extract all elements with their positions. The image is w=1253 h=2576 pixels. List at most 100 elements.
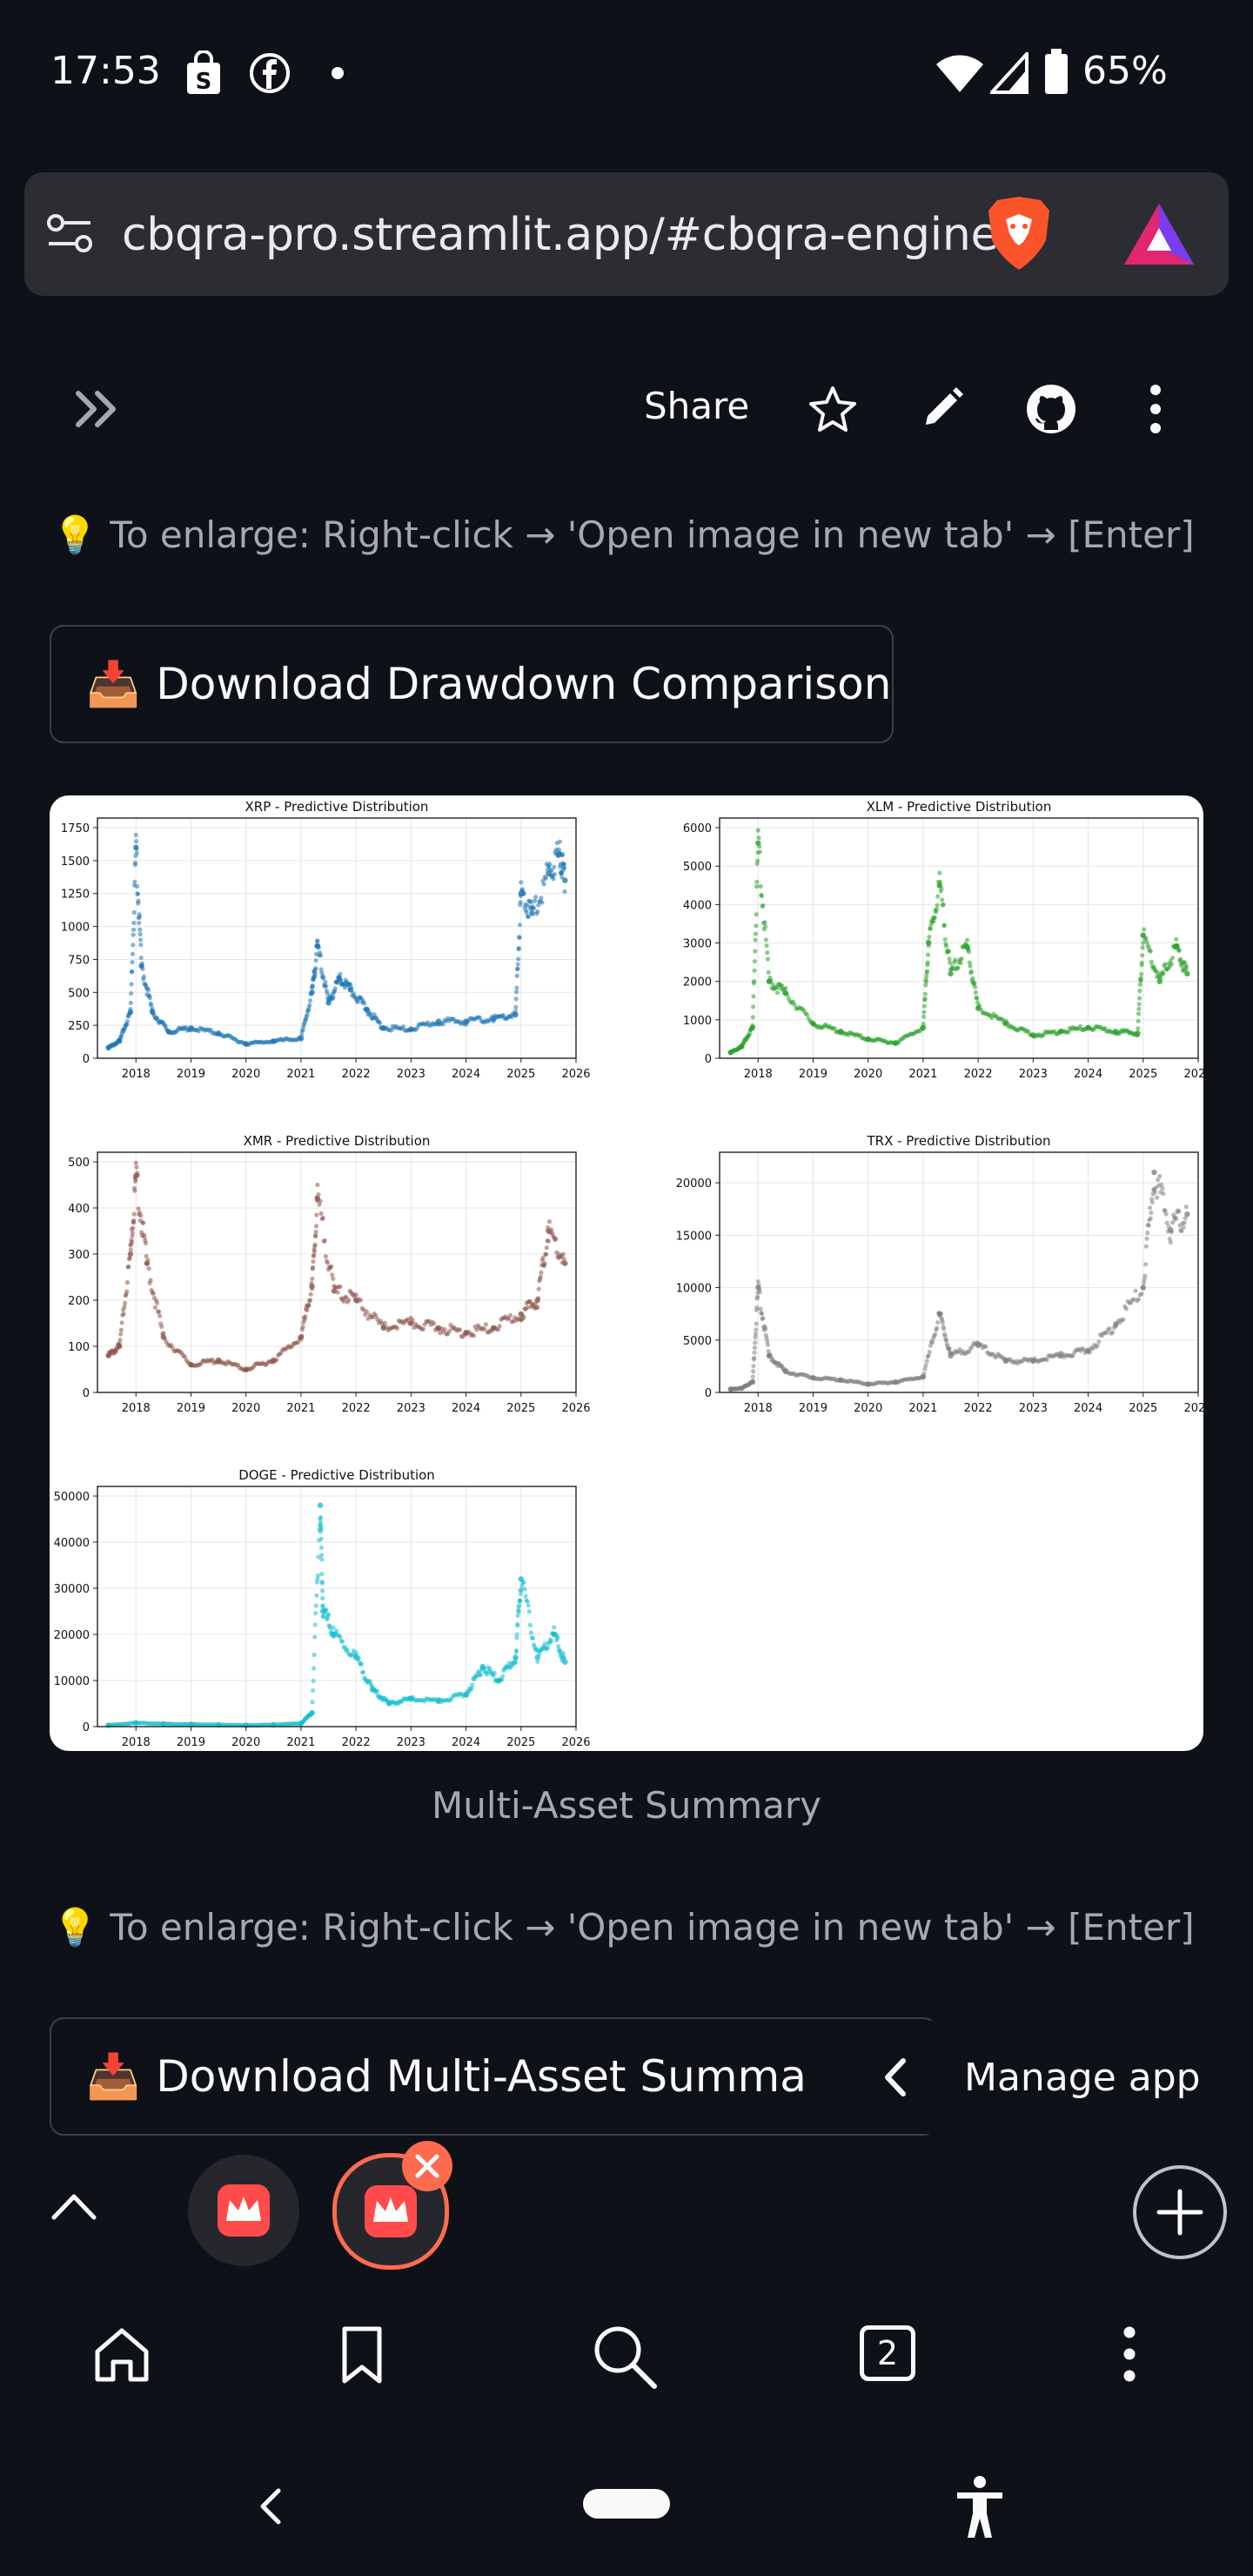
data-point xyxy=(523,1593,528,1599)
data-point xyxy=(492,1670,497,1675)
download-summary-button[interactable]: 📥 Download Multi-Asset Summary xyxy=(50,2017,937,2136)
data-point xyxy=(128,1000,133,1006)
github-icon[interactable] xyxy=(1025,383,1077,435)
chevron-up-icon[interactable] xyxy=(50,2191,97,2221)
data-point xyxy=(338,971,343,976)
data-point xyxy=(312,1652,317,1658)
browser-menu-icon[interactable] xyxy=(1119,2324,1140,2385)
data-point xyxy=(1145,1231,1150,1236)
data-point xyxy=(319,1580,325,1586)
data-point xyxy=(514,985,519,990)
data-point xyxy=(927,934,932,940)
chart-title: XLM - Predictive Distribution xyxy=(867,799,1052,815)
data-point xyxy=(1107,1325,1112,1332)
home-icon[interactable] xyxy=(92,2325,151,2385)
data-point xyxy=(517,935,522,940)
expand-sidebar-icon[interactable] xyxy=(73,388,122,430)
data-point xyxy=(159,1324,164,1330)
data-point xyxy=(1112,1028,1119,1035)
data-point xyxy=(761,1316,766,1321)
data-point xyxy=(312,1249,317,1254)
data-point xyxy=(968,963,973,969)
data-point xyxy=(865,1036,871,1043)
new-tab-plus-icon[interactable] xyxy=(1131,2163,1229,2261)
data-point xyxy=(1146,1223,1151,1228)
data-point xyxy=(751,1004,756,1010)
data-point xyxy=(126,1264,131,1270)
star-icon[interactable] xyxy=(807,385,858,433)
data-point xyxy=(1184,970,1190,977)
manage-app-button[interactable]: Manage app xyxy=(806,2021,1253,2134)
data-point xyxy=(130,1230,135,1236)
data-point xyxy=(975,1005,982,1011)
tab-switcher-button[interactable]: 2 xyxy=(860,2325,915,2381)
data-point xyxy=(338,1634,343,1640)
data-point xyxy=(1139,960,1144,965)
data-point xyxy=(314,943,321,949)
data-point xyxy=(762,920,767,925)
accessibility-icon[interactable] xyxy=(954,2475,1006,2541)
data-point xyxy=(920,1024,927,1030)
data-point xyxy=(530,1635,536,1640)
data-point xyxy=(552,871,558,877)
data-point xyxy=(313,1611,318,1616)
enlarge-hint-text: To enlarge: Right-click → 'Open image in… xyxy=(110,513,1195,556)
chart-title: TRX - Predictive Distribution xyxy=(866,1133,1050,1149)
data-point xyxy=(117,1338,123,1343)
brave-shields-icon[interactable] xyxy=(985,195,1053,272)
data-point xyxy=(408,1320,414,1326)
tab-strip xyxy=(0,2137,1253,2285)
brave-rewards-icon[interactable] xyxy=(1122,202,1196,266)
data-point xyxy=(1121,1317,1126,1323)
url-text[interactable]: cbqra-pro.streamlit.app/#cbqra-engine xyxy=(122,209,999,261)
lightbulb-icon: 💡 xyxy=(52,513,98,556)
facebook-icon xyxy=(250,53,290,93)
data-point xyxy=(143,1240,149,1245)
x-tick-label: 2020 xyxy=(231,1736,260,1749)
data-point xyxy=(766,1352,773,1359)
data-point xyxy=(131,920,137,926)
x-tick-label: 2022 xyxy=(964,1068,993,1081)
data-point xyxy=(496,1677,502,1684)
site-settings-icon[interactable] xyxy=(45,211,94,256)
data-point xyxy=(307,1298,313,1303)
x-tick-label: 2020 xyxy=(854,1068,882,1081)
data-point xyxy=(117,1343,123,1350)
data-point xyxy=(154,1300,160,1305)
data-point xyxy=(518,900,523,905)
x-tick-label: 2018 xyxy=(744,1068,773,1081)
streamlit-crown-icon-2 xyxy=(365,2185,417,2237)
data-point xyxy=(515,962,520,967)
data-point xyxy=(215,1357,222,1364)
data-point xyxy=(751,994,756,999)
data-point xyxy=(1140,1285,1146,1291)
x-tick-label: 2020 xyxy=(854,1402,882,1415)
tab-thumbnail-1[interactable] xyxy=(188,2155,299,2266)
data-point xyxy=(561,862,566,867)
data-point xyxy=(362,1001,367,1006)
data-point xyxy=(893,1379,899,1385)
search-icon[interactable] xyxy=(592,2324,658,2390)
data-point xyxy=(1110,1330,1116,1335)
edit-pencil-icon[interactable] xyxy=(921,386,964,430)
data-point xyxy=(141,974,146,979)
bookmark-icon[interactable] xyxy=(339,2325,385,2385)
data-point xyxy=(514,973,519,978)
data-point xyxy=(316,1192,321,1197)
y-tick-label: 3000 xyxy=(683,938,712,951)
more-vertical-icon[interactable] xyxy=(1145,383,1166,435)
close-tab-icon[interactable] xyxy=(400,2139,454,2193)
browser-address-bar[interactable]: cbqra-pro.streamlit.app/#cbqra-engine xyxy=(24,172,1229,296)
home-gesture-pill[interactable] xyxy=(583,2489,670,2519)
data-point xyxy=(935,894,941,899)
data-point xyxy=(160,1721,167,1727)
data-point xyxy=(924,969,930,974)
data-point xyxy=(188,1721,194,1727)
data-point xyxy=(341,1298,346,1304)
data-point xyxy=(336,976,343,983)
back-chevron-icon[interactable] xyxy=(258,2487,284,2526)
share-button[interactable]: Share xyxy=(644,385,750,427)
data-point xyxy=(562,1659,568,1666)
download-drawdown-button[interactable]: 📥 Download Drawdown Comparison xyxy=(50,625,894,743)
data-point xyxy=(129,982,134,987)
